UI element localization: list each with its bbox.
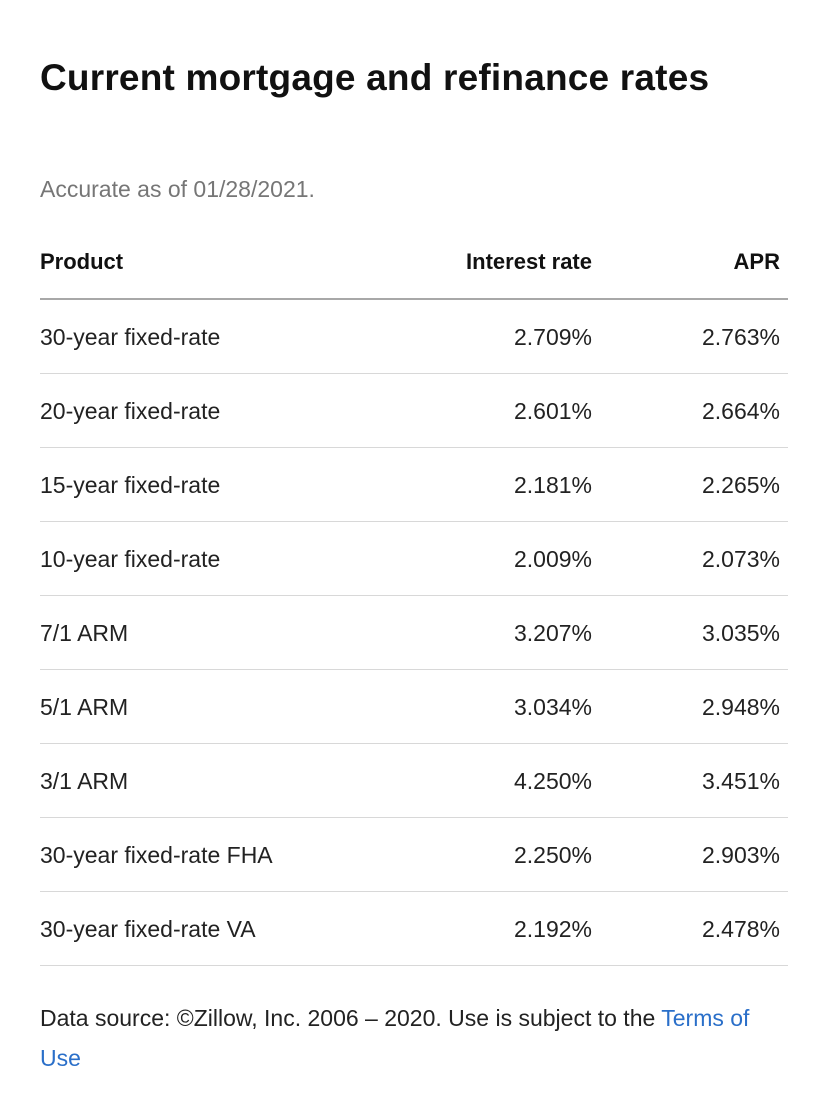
table-row: 30-year fixed-rate 2.709% 2.763% [40,300,788,374]
table-row: 30-year fixed-rate VA 2.192% 2.478% [40,892,788,966]
product-cell: 15-year fixed-rate [40,472,221,498]
product-cell: 30-year fixed-rate VA [40,916,256,942]
interest-rate-cell: 2.181% [513,472,592,498]
table-row: 5/1 ARM 3.034% 2.948% [40,670,788,744]
interest-rate-cell: 2.192% [513,916,592,942]
apr-cell: 2.948% [701,694,780,720]
data-source-note: Data source: ©Zillow, Inc. 2006 – 2020. … [40,998,788,1078]
column-header-apr: APR [733,249,780,274]
data-source-text: Data source: ©Zillow, Inc. 2006 – 2020. … [40,1005,662,1031]
interest-rate-cell: 2.250% [513,842,592,868]
apr-cell: 3.451% [701,768,780,794]
product-cell: 20-year fixed-rate [40,398,221,424]
apr-cell: 3.035% [701,620,780,646]
product-cell: 3/1 ARM [40,768,129,794]
interest-rate-cell: 4.250% [513,768,592,794]
product-cell: 10-year fixed-rate [40,546,221,572]
interest-rate-cell: 2.601% [513,398,592,424]
rates-table: Product Interest rate APR 30-year fixed-… [40,236,788,966]
apr-cell: 2.073% [701,546,780,572]
table-row: 10-year fixed-rate 2.009% 2.073% [40,522,788,596]
table-row: 7/1 ARM 3.207% 3.035% [40,596,788,670]
apr-cell: 2.664% [701,398,780,424]
accuracy-date: Accurate as of 01/28/2021. [40,176,315,202]
interest-rate-cell: 3.207% [513,620,592,646]
apr-cell: 2.265% [701,472,780,498]
apr-cell: 2.763% [701,324,780,350]
table-row: 20-year fixed-rate 2.601% 2.664% [40,374,788,448]
column-header-interest-rate: Interest rate [466,249,592,274]
apr-cell: 2.478% [701,916,780,942]
interest-rate-cell: 3.034% [513,694,592,720]
interest-rate-cell: 2.709% [513,324,592,350]
page-title: Current mortgage and refinance rates [40,57,710,98]
apr-cell: 2.903% [701,842,780,868]
product-cell: 5/1 ARM [40,694,129,720]
table-row: 15-year fixed-rate 2.181% 2.265% [40,448,788,522]
interest-rate-cell: 2.009% [513,546,592,572]
table-header: Product Interest rate APR [40,236,788,300]
table-row: 3/1 ARM 4.250% 3.451% [40,744,788,818]
table-row: 30-year fixed-rate FHA 2.250% 2.903% [40,818,788,892]
product-cell: 30-year fixed-rate [40,324,221,350]
product-cell: 30-year fixed-rate FHA [40,842,273,868]
product-cell: 7/1 ARM [40,620,129,646]
column-header-product: Product [40,249,124,274]
terms-of-use-link[interactable]: Terms of Use [40,1005,750,1071]
